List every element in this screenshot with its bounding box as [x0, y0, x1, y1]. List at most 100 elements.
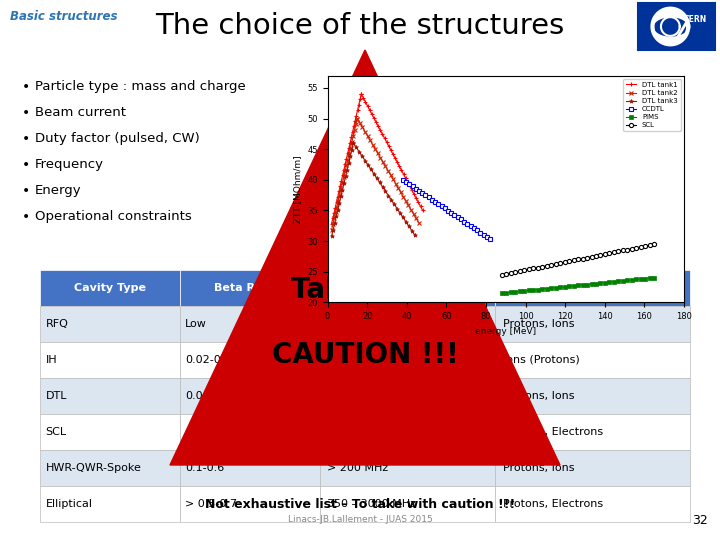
Text: < 1000 MHz: < 1000 MHz — [327, 427, 395, 437]
DTL tank2 — [331, 209, 340, 215]
DTL tank2 — [363, 133, 372, 139]
PIMS — [516, 288, 524, 295]
DTL tank2 — [334, 198, 343, 204]
DTL tank2 — [353, 115, 361, 122]
Text: Linacs-JB.Lallement - JUAS 2015: Linacs-JB.Lallement - JUAS 2015 — [287, 516, 433, 524]
SCL — [524, 266, 533, 273]
DTL tank2 — [394, 185, 402, 191]
DTL tank2 — [386, 172, 395, 178]
Text: Cavity Type: Cavity Type — [74, 283, 146, 293]
CCDTL — [437, 203, 446, 210]
DTL tank3 — [366, 166, 375, 173]
SCL — [506, 270, 515, 276]
DTL tank2 — [397, 189, 405, 195]
DTL tank1 — [418, 207, 427, 214]
PIMS — [605, 279, 613, 286]
CCDTL — [424, 194, 433, 201]
Bar — [180, 378, 320, 414]
Text: 350 – 3000 MHz: 350 – 3000 MHz — [327, 499, 415, 509]
DTL tank2 — [361, 129, 369, 135]
SCL — [618, 247, 627, 254]
DTL tank1 — [352, 112, 361, 119]
DTL tank3 — [361, 157, 369, 164]
SCL — [582, 254, 591, 261]
Text: Duty factor (pulsed, CW): Duty factor (pulsed, CW) — [35, 132, 199, 145]
Text: Take with: Take with — [291, 276, 439, 304]
PIMS — [596, 280, 605, 286]
DTL tank3 — [346, 153, 354, 160]
Bar — [180, 450, 320, 486]
DTL tank3 — [341, 173, 350, 180]
Bar — [320, 378, 495, 414]
CCDTL — [418, 190, 426, 196]
SCL — [646, 242, 654, 248]
SCL — [538, 264, 546, 270]
Text: •: • — [22, 210, 30, 224]
CCDTL — [431, 199, 439, 205]
SCL — [574, 256, 582, 263]
Text: Protons, Ions: Protons, Ions — [503, 463, 575, 473]
DTL tank2 — [353, 115, 361, 122]
DTL tank1 — [327, 220, 336, 227]
Text: < 400 MHz: < 400 MHz — [327, 391, 388, 401]
Text: Frequency: Frequency — [35, 158, 104, 171]
DTL tank2 — [358, 124, 366, 131]
Bar — [320, 270, 495, 306]
DTL tank3 — [338, 186, 347, 193]
Text: The choice of the structures: The choice of the structures — [156, 12, 564, 40]
Bar — [180, 306, 320, 342]
Text: Beam current: Beam current — [35, 106, 126, 119]
CCDTL — [408, 183, 417, 190]
Bar — [320, 342, 495, 378]
DTL tank2 — [392, 180, 400, 187]
PIMS — [632, 276, 641, 283]
PIMS — [524, 287, 533, 294]
PIMS — [542, 285, 551, 292]
DTL tank3 — [396, 210, 405, 217]
Bar — [320, 306, 495, 342]
DTL tank2 — [412, 215, 420, 221]
PIMS — [628, 276, 636, 283]
CCDTL — [402, 179, 410, 185]
DTL tank3 — [369, 171, 378, 177]
Polygon shape — [170, 50, 560, 465]
DTL tank2 — [374, 150, 382, 157]
DTL tank2 — [337, 186, 346, 192]
DTL tank2 — [343, 157, 352, 163]
CCDTL — [456, 216, 465, 222]
Text: > 200 MHz: > 200 MHz — [327, 463, 388, 473]
DTL tank1 — [408, 187, 416, 194]
PIMS — [592, 280, 600, 287]
DTL tank2 — [330, 215, 338, 221]
Bar — [40, 342, 180, 378]
DTL tank1 — [343, 150, 352, 157]
Text: HWR-QWR-Spoke: HWR-QWR-Spoke — [45, 463, 141, 473]
CCDTL — [467, 222, 475, 229]
DTL tank3 — [344, 160, 353, 166]
SCL — [614, 248, 623, 254]
DTL tank3 — [375, 179, 384, 186]
Bar — [180, 486, 320, 522]
DTL tank3 — [327, 233, 336, 240]
SCL — [578, 255, 587, 262]
SCL — [605, 250, 613, 256]
PIMS — [529, 287, 538, 293]
CCDTL — [411, 185, 420, 192]
Text: < 200 MHz: < 200 MHz — [327, 355, 388, 365]
CCDTL — [441, 205, 449, 212]
DTL tank2 — [404, 202, 413, 208]
DTL tank2 — [333, 204, 341, 210]
PIMS — [610, 279, 618, 285]
SCL — [520, 267, 528, 274]
DTL tank2 — [379, 159, 387, 165]
DTL tank2 — [376, 154, 384, 161]
CCDTL — [405, 181, 413, 187]
CCDTL — [476, 230, 485, 236]
PIMS — [564, 283, 573, 289]
DTL tank2 — [389, 176, 397, 183]
CCDTL — [463, 220, 472, 227]
Bar — [320, 450, 495, 486]
DTL tank2 — [345, 151, 354, 157]
Bar — [495, 342, 690, 378]
DTL tank2 — [349, 133, 358, 139]
